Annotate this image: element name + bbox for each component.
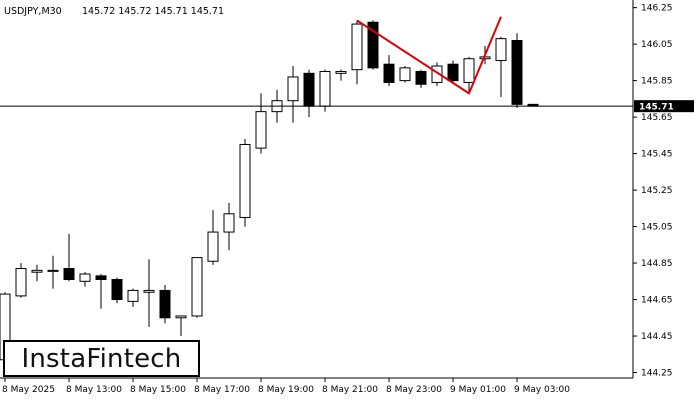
candle [31,264,43,282]
candle-body [511,39,523,105]
candle [463,56,475,94]
candle-body [351,23,363,71]
candle-body [223,213,235,233]
candle-body [79,273,91,282]
candle [79,272,91,287]
candle-body [175,315,187,319]
candle-body [319,71,331,107]
double-top-pattern-layer [356,16,502,95]
candle [431,62,443,87]
y-tick-label: 146.25 [641,4,673,14]
instafintech-logo: InstaFintech [3,340,200,377]
candle-body [335,71,347,74]
x-tick-label: 8 May 23:00 [386,385,442,395]
x-tick-label: 8 May 19:00 [258,385,314,395]
symbol-label: USDJPY,M30 [4,6,62,17]
candle-body [367,21,379,69]
candle [399,66,411,83]
candle-body [207,231,219,262]
candle-body [127,289,139,302]
candle-body [31,269,43,273]
x-tick-label: 8 May 2025 [2,385,55,395]
candle-body [447,63,459,82]
candle [319,69,331,112]
candle-body [47,269,59,272]
candle [223,202,235,251]
double-top-line [356,16,502,95]
candle-body [399,67,411,82]
y-tick-label: 145.65 [641,113,673,123]
y-tick-label: 144.45 [641,332,673,342]
x-tick-label: 8 May 17:00 [194,385,250,395]
candle-body [95,275,107,280]
candle [111,277,123,304]
current-price-box [634,100,694,113]
candle-body [159,289,171,319]
x-tick-label: 9 May 03:00 [514,385,570,395]
candle [335,69,347,81]
candle-body [63,268,75,280]
current-price-label: 145.71 [639,103,674,113]
y-tick-label: 145.05 [641,223,673,233]
candle [351,20,363,85]
candle-body [111,278,123,301]
candle [207,210,219,265]
candle [127,288,139,307]
candle [175,315,187,337]
candle-body [287,76,299,102]
y-tick-label: 145.25 [641,186,673,196]
x-tick-label: 8 May 21:00 [322,385,378,395]
candle [447,60,459,85]
candle-body [239,143,251,218]
candle-body [383,63,395,83]
candle-body [431,65,443,83]
candle [495,36,507,98]
candle-body [463,58,475,83]
x-tick-label: 9 May 01:00 [450,385,506,395]
x-tick-label: 8 May 15:00 [130,385,186,395]
candle [95,274,107,309]
candle [383,55,395,87]
candle-body [15,268,27,297]
candle [415,69,427,88]
axis-layer: 146.25 146.05 145.85 145.65 145.45 145.25 145.… [0,0,694,395]
candle-body [303,72,315,107]
candle [63,233,75,282]
candle [239,139,251,227]
ohlc-readout: 145.72 145.72 145.71 145.71 [82,6,224,17]
x-tick-label: 8 May 13:00 [66,385,122,395]
candle-body [255,111,267,149]
y-tick-label: 145.85 [641,77,673,87]
candle [511,33,523,108]
y-tick-label: 146.05 [641,40,673,50]
candle [47,255,59,289]
y-tick-label: 145.45 [641,150,673,160]
candle-body [415,71,427,85]
candle [367,20,379,70]
candle [15,263,27,298]
y-tick-label: 144.85 [641,259,673,269]
candle [191,257,203,318]
candle-body [495,38,507,62]
candle [143,259,155,327]
logo-text: InstaFintech [21,343,182,374]
candle [255,93,267,154]
candle-body [191,257,203,317]
candle [159,284,171,324]
candle-body [143,289,155,293]
y-tick-label: 144.65 [641,296,673,306]
candle [287,66,299,123]
y-tick-label: 144.25 [641,369,673,379]
